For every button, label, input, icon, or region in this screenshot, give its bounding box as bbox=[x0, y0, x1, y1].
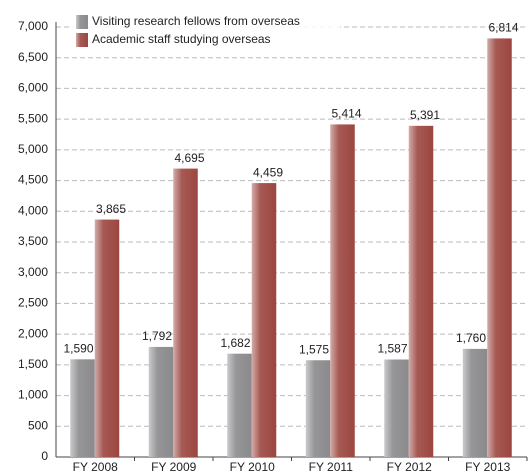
value-label: 1,760 bbox=[456, 331, 486, 345]
bar bbox=[251, 183, 277, 457]
x-tick-label: FY 2011 bbox=[309, 460, 354, 474]
y-tick-label: 5,500 bbox=[18, 111, 48, 125]
bar bbox=[330, 124, 355, 457]
x-tick-label: FY 2012 bbox=[387, 460, 432, 474]
y-tick-label: 2,000 bbox=[18, 326, 48, 340]
bar bbox=[305, 360, 331, 457]
x-tick-label: FY 2009 bbox=[151, 460, 196, 474]
y-tick-label: 4,500 bbox=[18, 173, 48, 187]
y-tick-label: 3,500 bbox=[18, 234, 48, 248]
y-tick-label: 6,000 bbox=[18, 81, 48, 95]
bar bbox=[227, 353, 252, 457]
y-tick-label: 6,500 bbox=[18, 50, 48, 64]
x-tick-label: FY 2013 bbox=[465, 460, 510, 474]
legend-swatch bbox=[76, 33, 88, 47]
value-label: 1,682 bbox=[220, 336, 250, 350]
y-tick-label: 2,500 bbox=[18, 296, 48, 310]
value-label: 6,814 bbox=[488, 21, 518, 35]
bar bbox=[94, 219, 120, 457]
y-tick-label: 7,000 bbox=[18, 19, 48, 33]
y-tick-label: 4,000 bbox=[18, 203, 48, 217]
bar bbox=[148, 346, 174, 457]
y-tick-label: 1,000 bbox=[18, 388, 48, 402]
value-label: 5,391 bbox=[410, 108, 440, 122]
legend-box bbox=[70, 13, 340, 49]
value-label: 1,575 bbox=[299, 342, 329, 356]
value-label: 5,414 bbox=[331, 107, 361, 121]
value-label: 1,792 bbox=[142, 329, 172, 343]
bar bbox=[384, 359, 409, 457]
y-tick-label: 1,500 bbox=[18, 357, 48, 371]
bar bbox=[487, 38, 512, 457]
legend-swatch bbox=[76, 15, 88, 29]
y-tick-label: 5,000 bbox=[18, 142, 48, 156]
x-tick-label: FY 2010 bbox=[230, 460, 275, 474]
bar bbox=[462, 348, 488, 457]
value-label: 1,590 bbox=[63, 342, 93, 356]
y-tick-label: 3,000 bbox=[18, 265, 48, 279]
value-label: 3,865 bbox=[96, 202, 126, 216]
y-tick-label: 0 bbox=[41, 449, 48, 463]
legend-label: Academic staff studying overseas bbox=[92, 32, 271, 46]
bar bbox=[408, 125, 434, 458]
bar bbox=[70, 359, 95, 457]
value-label: 1,587 bbox=[377, 342, 407, 356]
legend: Visiting research fellows from overseas A… bbox=[70, 13, 340, 49]
x-tick-label: FY 2008 bbox=[73, 460, 118, 474]
legend-label: Visiting research fellows from overseas bbox=[92, 14, 300, 28]
bar bbox=[173, 168, 198, 458]
value-label: 4,459 bbox=[253, 165, 283, 179]
value-label: 4,695 bbox=[174, 151, 204, 165]
y-tick-label: 500 bbox=[28, 418, 48, 432]
